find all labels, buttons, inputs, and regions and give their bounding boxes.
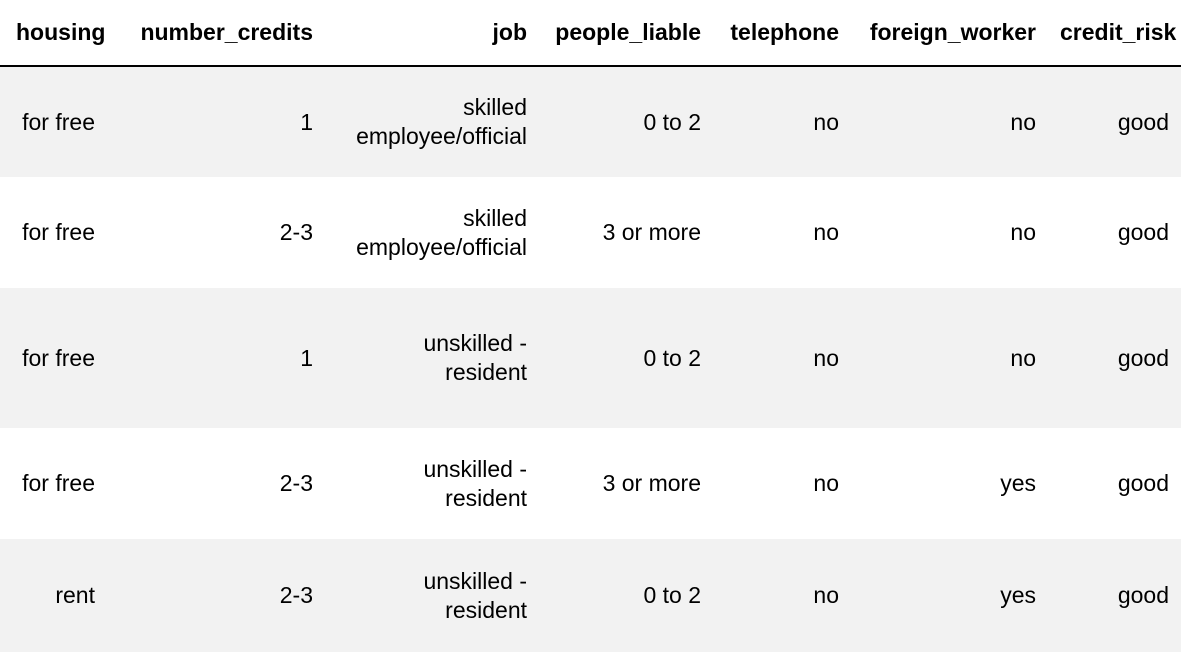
cell-foreign-worker: yes [1000, 582, 1036, 608]
cell-job: unskilled - resident [325, 288, 539, 428]
cell-people-liable: 3 or more [602, 219, 701, 245]
cell-number-credits: 2-3 [279, 219, 313, 245]
column-header-people-liable: people_liable [539, 0, 713, 67]
cell-telephone: no [813, 219, 839, 245]
cell-telephone: no [813, 344, 839, 371]
cell-job-line: unskilled - [423, 455, 527, 482]
cell-job-line: unskilled - [423, 330, 527, 356]
cell-foreign-worker: no [1010, 344, 1036, 371]
cell-job-line: employee/official [356, 123, 527, 149]
cell-credit-risk: good [1117, 344, 1169, 371]
cell-credit-risk: good [1117, 219, 1169, 245]
cell-credit-risk: good [1117, 108, 1169, 135]
cell-job: skilled employee/official [325, 66, 539, 177]
cell-job-line: resident [445, 596, 527, 623]
cell-housing: for free [22, 470, 95, 496]
column-header-number-credits: number_credits [107, 0, 325, 67]
cell-number-credits: 1 [300, 344, 313, 371]
cell-telephone: no [813, 470, 839, 496]
table-row: for free 2-3 skilled employee/official 3 … [0, 177, 1181, 288]
table-row: rent 2-3 unskilled - resident 0 to 2 no y… [0, 539, 1181, 652]
cell-job-line: skilled [463, 204, 527, 231]
cell-job-line: resident [445, 359, 527, 385]
cell-housing: for free [22, 219, 95, 245]
cell-housing: for free [22, 108, 95, 135]
cell-foreign-worker: yes [1000, 470, 1036, 496]
cell-credit-risk: good [1117, 470, 1169, 496]
cell-foreign-worker: no [1010, 219, 1036, 245]
column-header-credit-risk: credit_risk [1048, 0, 1181, 67]
column-header-foreign-worker: foreign_worker [851, 0, 1048, 67]
cell-foreign-worker: no [1010, 108, 1036, 135]
column-header-telephone: telephone [713, 0, 851, 67]
cell-job: skilled employee/official [325, 177, 539, 288]
table-body: for free 1 skilled employee/official 0 to… [0, 66, 1181, 652]
column-header-housing: housing [0, 0, 107, 67]
cell-job: unskilled - resident [325, 539, 539, 652]
cell-number-credits: 1 [300, 108, 313, 135]
cell-people-liable: 0 to 2 [643, 344, 701, 371]
cell-number-credits: 2-3 [279, 582, 313, 608]
table-row: for free 1 skilled employee/official 0 to… [0, 66, 1181, 177]
cell-people-liable: 0 to 2 [643, 582, 701, 608]
cell-housing: rent [55, 582, 95, 608]
cell-credit-risk: good [1117, 582, 1169, 608]
cell-number-credits: 2-3 [279, 470, 313, 496]
header-row: housing number_credits job people_liable… [0, 0, 1181, 67]
cell-job-line: employee/official [356, 233, 527, 260]
table-header: housing number_credits job people_liable… [0, 0, 1181, 67]
column-header-job: job [325, 0, 539, 67]
cell-job-line: resident [445, 484, 527, 511]
table-row: for free 2-3 unskilled - resident 3 or mo… [0, 428, 1181, 539]
cell-people-liable: 0 to 2 [643, 108, 701, 135]
cell-job-line: unskilled - [423, 567, 527, 594]
cell-telephone: no [813, 108, 839, 135]
cell-telephone: no [813, 582, 839, 608]
cell-job-line: skilled [463, 94, 527, 120]
cell-job: unskilled - resident [325, 428, 539, 539]
cell-people-liable: 3 or more [602, 470, 701, 496]
table-row: for free 1 unskilled - resident 0 to 2 no… [0, 288, 1181, 428]
cell-housing: for free [22, 344, 95, 371]
